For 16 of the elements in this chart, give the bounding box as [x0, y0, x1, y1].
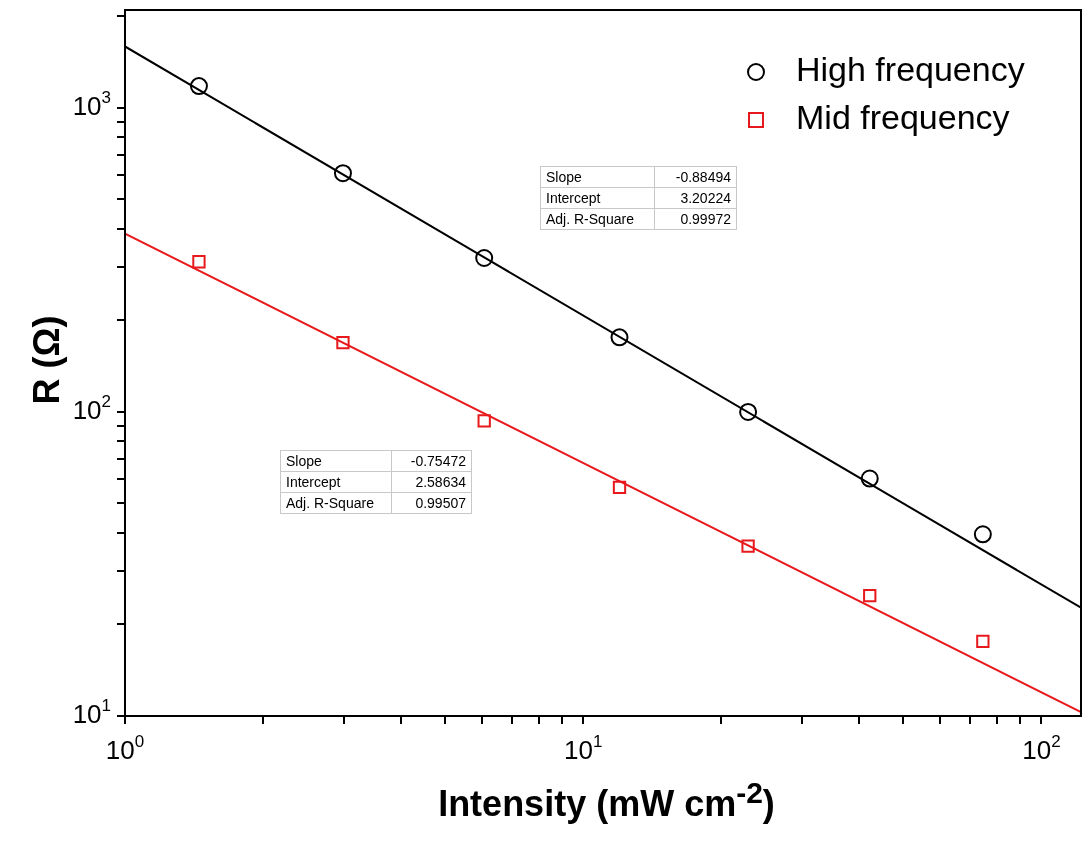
legend-label: High frequency: [796, 50, 1025, 89]
annotation: Slope: [540, 166, 655, 188]
annotation: Intercept: [280, 471, 392, 493]
x-axis-title: Intensity (mW cm$^{-2}$): [437, 776, 776, 825]
annotation: Intercept: [540, 187, 655, 209]
annotation: 3.20224: [654, 187, 737, 209]
annotation: -0.75472: [391, 450, 472, 472]
annotation: 0.99972: [654, 208, 737, 230]
annotation: 2.58634: [391, 471, 472, 493]
annotation: Adj. R-Square: [280, 492, 392, 514]
annotation: -0.88494: [654, 166, 737, 188]
legend-label: Mid frequency: [796, 98, 1010, 137]
annotation: Slope: [280, 450, 392, 472]
y-axis-title: R (Ω): [26, 315, 68, 405]
annotation: 0.99507: [391, 492, 472, 514]
annotation: Adj. R-Square: [540, 208, 655, 230]
